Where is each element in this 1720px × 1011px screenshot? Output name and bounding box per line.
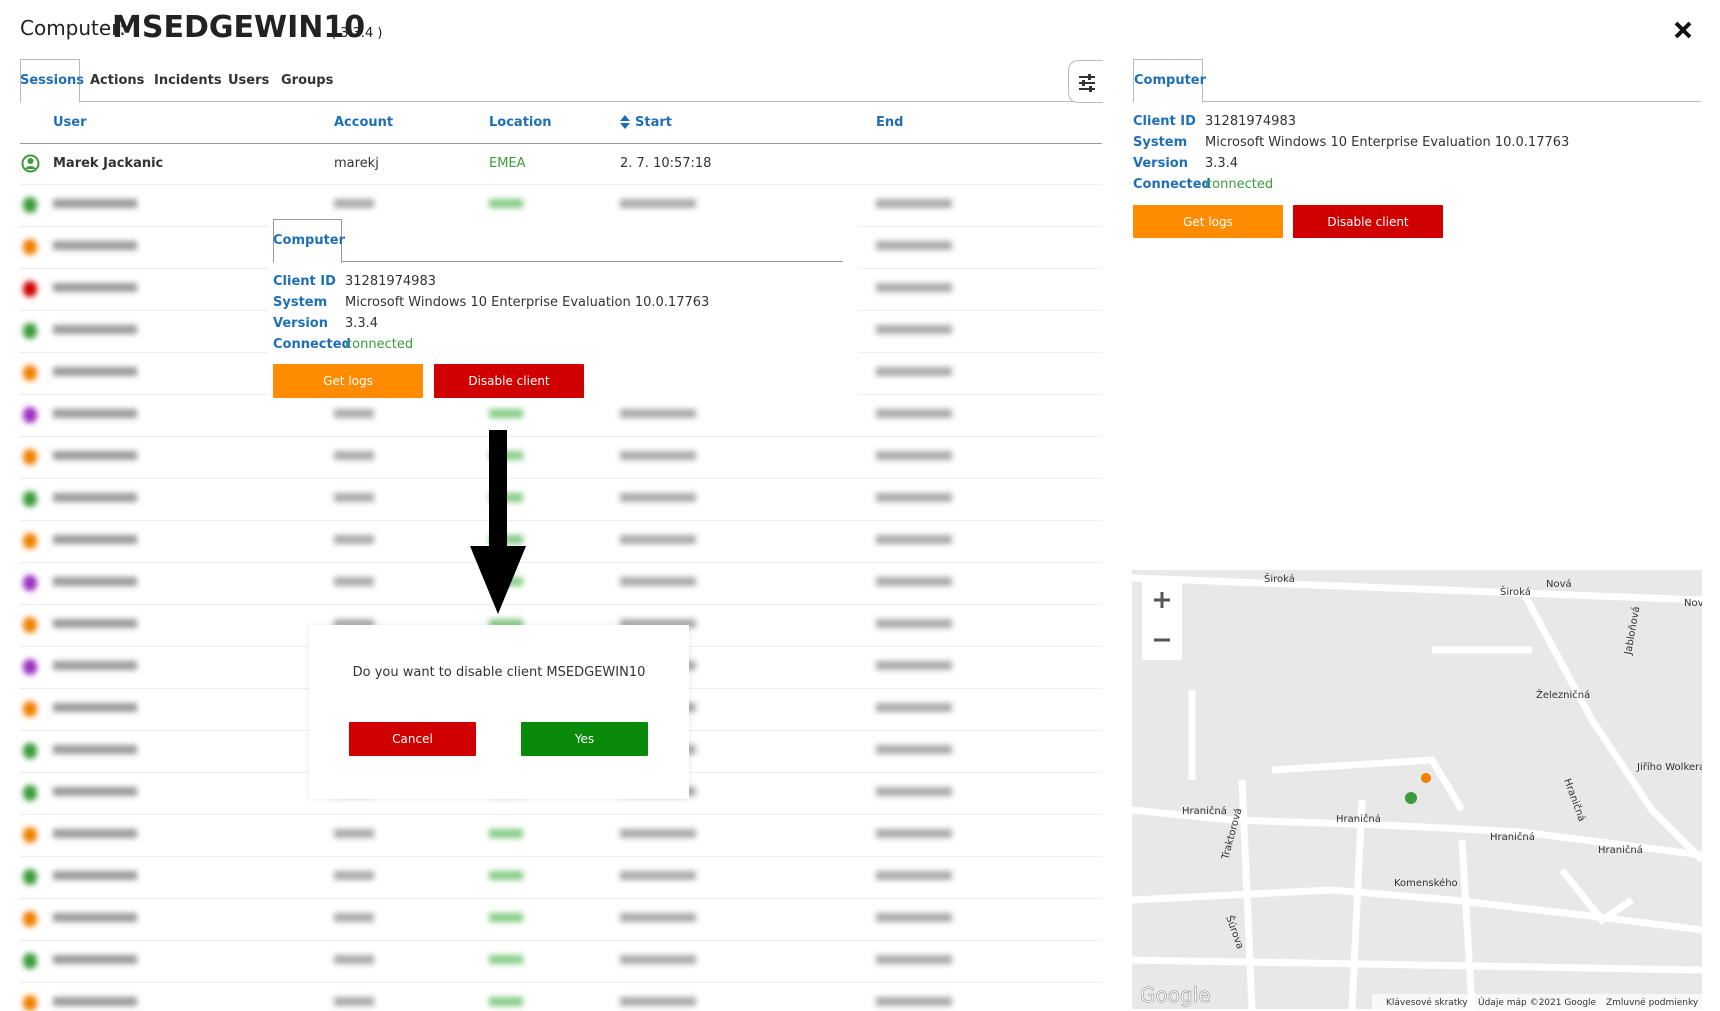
map-attribution: Údaje máp ©2021 Google [1478,996,1597,1008]
map-attribution[interactable]: Klávesové skratky [1386,997,1468,1008]
street-label: Jiřího Wolkera [1636,761,1702,773]
street-label: Hraničná [1490,831,1535,843]
right-tab-bar [1133,60,1701,102]
right-tab [1133,59,1203,103]
column-header[interactable]: End [876,115,904,130]
blurred-row [20,575,1102,591]
column-header[interactable]: Start [635,115,672,130]
tab-bar [20,60,1102,102]
map-logo: Google [1140,983,1211,1007]
popup-tab-bar [273,219,843,262]
row-divider [20,478,1102,479]
blurred-row [20,827,1102,843]
location-dot[interactable] [1421,773,1431,783]
location-dot[interactable] [1405,792,1417,804]
field-value: 31281974983 [345,274,436,289]
cell-start: 2. 7. 10:57:18 [620,156,712,171]
popup-tab-label: Computer [273,233,346,248]
row-divider [20,184,1102,185]
street-label: Hraničná [1598,844,1643,856]
tab-active [20,59,80,103]
column-header[interactable]: Account [334,115,394,130]
blurred-row [20,449,1102,465]
blurred-row [20,953,1102,969]
get-logs-button[interactable]: Get logs [273,364,423,398]
street-label: Železničná [1536,688,1590,701]
street-label: Hraničná [1336,813,1381,825]
arrow [470,430,526,614]
row-divider [20,520,1102,521]
blurred-row [20,197,1102,213]
street-label: Široká [1500,585,1531,598]
tab[interactable]: Users [228,73,270,88]
title-name: MSEDGEWIN10 [112,10,366,45]
row-divider [20,604,1102,605]
row-divider [20,436,1102,437]
field-value: connected [1205,177,1274,192]
tab[interactable]: Actions [90,73,145,88]
field-label: System [1133,135,1188,150]
get-logs-button[interactable]: Get logs [1133,205,1283,238]
blurred-row [20,407,1102,423]
close-button[interactable] [1673,20,1693,40]
field-value: connected [345,337,414,352]
field-label: Version [1133,156,1188,171]
user-status-icon [21,154,40,173]
row-divider [20,856,1102,857]
street-label: Komenského [1394,877,1458,889]
yes-button[interactable]: Yes [521,722,648,756]
map-attribution[interactable]: Zmluvné podmienky [1606,997,1699,1008]
street-label: Nov [1684,598,1702,609]
row-divider [20,562,1102,563]
disable-client-button[interactable]: Disable client [434,364,584,398]
filter-button[interactable] [1068,60,1103,103]
blurred-row [20,869,1102,885]
row-divider [20,814,1102,815]
field-value: 3.3.4 [1205,156,1239,171]
popup-tab [273,219,342,263]
field-value: Microsoft Windows 10 Enterprise Evaluati… [345,295,710,310]
street-label: Hraničná [1182,805,1227,817]
blurred-row [20,995,1102,1011]
row-divider [20,898,1102,899]
field-value: 3.3.4 [345,316,379,331]
header-divider [20,143,1102,144]
dialog-message: Do you want to disable client MSEDGEWIN1… [352,665,646,680]
blurred-row [20,617,1102,633]
cell-location: EMEA [489,156,526,171]
blurred-row [20,911,1102,927]
field-value: 31281974983 [1205,114,1296,129]
street-label: Nová [1546,578,1572,590]
confirm-dialog [309,625,689,799]
right-tab-label: Computer [1134,73,1207,88]
cell-account: marekj [334,156,379,171]
disable-client-button[interactable]: Disable client [1293,205,1443,238]
title-version: ( 3.3.4 ) [331,26,383,41]
field-value: Microsoft Windows 10 Enterprise Evaluati… [1205,135,1570,150]
map: ŠirokáŠirokáNováNovJabloňováŽelezničnáHr… [1132,570,1702,1009]
street-label: Široká [1264,572,1295,585]
blurred-row [20,533,1102,549]
field-label: Connected [273,337,351,352]
column-header[interactable]: User [53,115,87,130]
field-label: Version [273,316,328,331]
field-label: Client ID [1133,114,1196,129]
tab[interactable]: Groups [281,73,334,88]
field-label: Client ID [273,274,336,289]
field-label: System [273,295,328,310]
title-label: Computer: [20,16,126,40]
field-label: Connected [1133,177,1211,192]
tab[interactable]: Sessions [20,73,85,88]
blurred-row [20,491,1102,507]
tab[interactable]: Incidents [154,73,222,88]
row-divider [20,940,1102,941]
row-divider [20,982,1102,983]
column-header[interactable]: Location [489,115,552,130]
cell-user[interactable]: Marek Jackanic [53,156,164,171]
cancel-button[interactable]: Cancel [349,722,476,756]
sort-icon[interactable] [619,114,631,130]
